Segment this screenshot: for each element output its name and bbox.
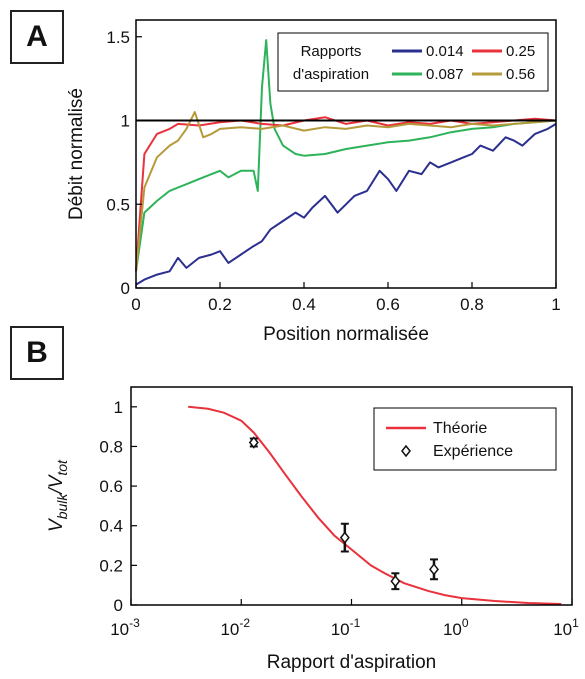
- legend-a-label: 0.25: [506, 43, 535, 60]
- y-tick-label-a: 1: [121, 112, 130, 131]
- legend-a-label: 0.087: [426, 66, 464, 83]
- y-axis-label-b: Vbulk/Vtot: [46, 459, 70, 532]
- series-line-0.56: [135, 111, 557, 272]
- x-tick-label-a: 0.8: [460, 295, 484, 314]
- legend-a-box: [277, 32, 549, 92]
- legend-b-experiment-marker: [401, 444, 411, 458]
- panel-b-label: B: [10, 326, 64, 380]
- legend-b: Théorie Expérience: [373, 407, 557, 471]
- x-tick-label-a: 0.6: [376, 295, 400, 314]
- x-axis-label-a: Position normalisée: [263, 324, 429, 345]
- y-tick-label-b: 1: [114, 398, 123, 417]
- panel-a-label: A: [10, 10, 64, 64]
- x-tick-label-b: 10-1: [331, 616, 361, 639]
- y-tick-label-a: 0: [121, 279, 130, 298]
- panel-a-letter: A: [26, 20, 48, 53]
- y-tick-label-b: 0.4: [99, 517, 123, 536]
- y-tick-label-b: 0: [114, 596, 123, 615]
- x-tick-label-a: 1: [551, 295, 560, 314]
- legend-a-label: 0.56: [506, 66, 535, 83]
- experiment-point: [429, 563, 439, 576]
- x-tick-label-a: 0.4: [292, 295, 316, 314]
- series-line-0.014: [135, 123, 557, 286]
- legend-b-experiment-label: Expérience: [433, 443, 513, 460]
- series-line-0.25: [135, 116, 557, 272]
- legend-a: Rapports d'aspiration 0.014 0.087 0.25 0.56: [277, 32, 549, 92]
- legend-a-title-1: Rapports: [301, 43, 362, 60]
- y-tick-label-a: 1.5: [106, 28, 130, 47]
- x-tick-label-b: 10-3: [110, 616, 140, 639]
- experiment-point: [390, 575, 401, 588]
- y-tick-label-a: 0.5: [106, 195, 130, 214]
- experiment-point: [339, 531, 350, 544]
- x-tick-label-b: 10-2: [220, 616, 250, 639]
- x-tick-label-b: 100: [443, 616, 469, 639]
- legend-a-label: 0.014: [426, 43, 464, 60]
- x-tick-label-a: 0.2: [208, 295, 232, 314]
- x-axis-label-b: Rapport d'aspiration: [267, 652, 436, 673]
- legend-b-box: [373, 407, 557, 471]
- y-tick-label-b: 0.2: [99, 556, 123, 575]
- experiment-point: [248, 436, 259, 449]
- theory-line: [188, 405, 562, 605]
- x-tick-label-b: 101: [553, 616, 579, 639]
- legend-a-title-2: d'aspiration: [293, 66, 369, 83]
- x-tick-label-a: 0: [131, 295, 140, 314]
- legend-b-theory-label: Théorie: [433, 420, 487, 437]
- y-axis-label-a: Débit normalisé: [66, 88, 87, 220]
- panel-b-letter: B: [26, 336, 48, 369]
- plot-a-frame: [135, 19, 557, 289]
- y-tick-label-b: 0.6: [99, 477, 123, 496]
- y-tick-label-b: 0.8: [99, 437, 123, 456]
- series-line-0.087: [135, 39, 557, 272]
